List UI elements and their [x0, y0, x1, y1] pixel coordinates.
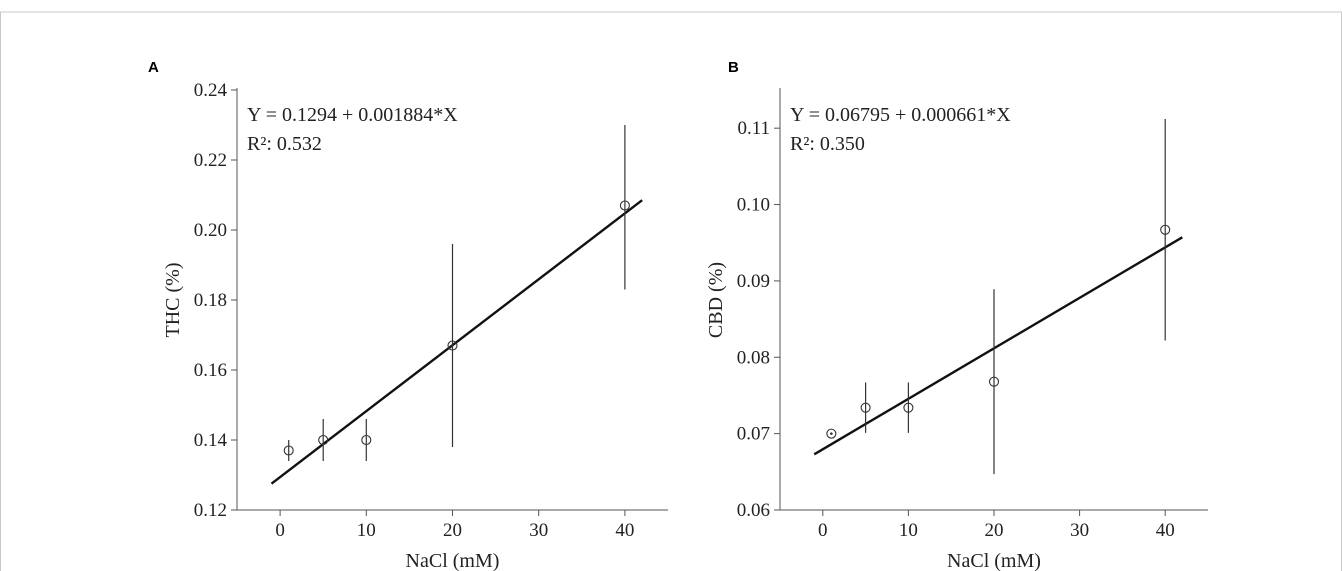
y-axis-ticks-b: 0.06 0.07 0.08 0.09 0.10 0.11 — [737, 118, 780, 521]
y-tick-label-b-3: 0.09 — [737, 271, 770, 292]
x-axis-label-a: NaCl (mM) — [406, 550, 500, 571]
x-axis-label-b: NaCl (mM) — [947, 550, 1041, 571]
x-tick-label-b-2: 20 — [985, 520, 1004, 541]
data-point-a-4 — [619, 200, 630, 211]
x-tick-label-a-3: 30 — [529, 520, 548, 541]
data-point-b-3 — [988, 376, 1000, 387]
chart-panel-b: B 0.06 0.07 0.08 0.09 0.10 0.11 0 10 20 30 40 Y =… — [705, 59, 1208, 571]
y-tick-label-b-0: 0.06 — [737, 500, 770, 521]
data-point-b-2 — [903, 402, 914, 413]
data-point-b-4 — [1160, 224, 1171, 235]
data-point-a-2 — [361, 434, 372, 446]
x-tick-label-a-2: 20 — [443, 520, 462, 541]
x-axis-ticks-b: 0 10 20 30 40 — [818, 510, 1175, 541]
x-tick-label-b-4: 40 — [1156, 520, 1175, 541]
data-points-b — [826, 119, 1171, 475]
data-point-center-b-0 — [830, 432, 833, 435]
y-tick-label-a-3: 0.18 — [194, 290, 227, 311]
y-tick-label-a-6: 0.24 — [194, 80, 228, 101]
r-squared-a: R²: 0.532 — [247, 133, 322, 155]
y-tick-label-a-2: 0.16 — [194, 360, 227, 381]
data-point-a-1 — [318, 434, 329, 446]
y-tick-label-a-1: 0.14 — [194, 430, 228, 451]
data-points-a — [283, 125, 630, 461]
y-axis-label-a: THC (%) — [162, 263, 184, 338]
regression-line-b — [813, 236, 1183, 456]
y-tick-label-a-5: 0.22 — [194, 150, 227, 171]
data-point-b-1 — [860, 402, 871, 413]
x-tick-label-b-0: 0 — [818, 520, 828, 541]
y-tick-label-b-2: 0.08 — [737, 347, 770, 368]
data-point-a-0 — [283, 445, 294, 456]
regression-equation-a: Y = 0.1294 + 0.001884*X — [247, 104, 458, 126]
axes-frame-a — [236, 88, 668, 511]
y-tick-label-a-0: 0.12 — [194, 500, 227, 521]
y-tick-label-b-5: 0.11 — [737, 118, 770, 139]
y-axis-ticks-a: 0.12 0.14 0.16 0.18 0.20 0.22 0.24 — [194, 80, 237, 521]
x-tick-label-a-1: 10 — [357, 520, 376, 541]
y-tick-label-a-4: 0.20 — [194, 220, 227, 241]
regression-line-a — [270, 199, 643, 485]
x-tick-label-a-4: 40 — [615, 520, 634, 541]
r-squared-b: R²: 0.350 — [790, 133, 865, 155]
x-tick-label-b-1: 10 — [899, 520, 918, 541]
data-point-a-3 — [447, 340, 458, 351]
y-tick-label-b-1: 0.07 — [737, 424, 770, 445]
panel-label-a: A — [148, 59, 159, 76]
axes-frame-b — [779, 88, 1208, 511]
x-tick-label-b-3: 30 — [1070, 520, 1089, 541]
y-axis-label-b: CBD (%) — [705, 262, 727, 338]
y-tick-label-b-4: 0.10 — [737, 195, 770, 216]
x-axis-ticks-a: 0 10 20 30 40 — [275, 510, 634, 541]
x-tick-label-a-0: 0 — [275, 520, 285, 541]
data-point-b-0 — [826, 428, 837, 439]
regression-equation-b: Y = 0.06795 + 0.000661*X — [790, 104, 1011, 126]
panel-label-b: B — [728, 59, 739, 76]
chart-panel-a: A 0.12 0.14 0.16 0.18 0.20 0.22 0.24 0 10 20 30 40… — [148, 59, 668, 571]
